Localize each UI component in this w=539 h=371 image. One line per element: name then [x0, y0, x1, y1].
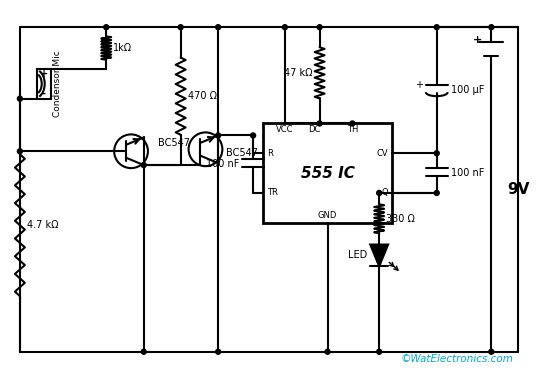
- Text: +: +: [473, 35, 482, 45]
- Circle shape: [317, 121, 322, 126]
- Circle shape: [178, 25, 183, 30]
- Text: R: R: [267, 149, 273, 158]
- Text: Q: Q: [382, 188, 388, 197]
- Text: VCC: VCC: [276, 125, 294, 134]
- Bar: [37, 69, 51, 99]
- Text: BC547: BC547: [226, 148, 258, 158]
- Text: 330 Ω: 330 Ω: [386, 214, 415, 224]
- Circle shape: [434, 190, 439, 196]
- Text: 9V: 9V: [507, 182, 530, 197]
- Circle shape: [317, 25, 322, 30]
- Circle shape: [251, 133, 255, 138]
- Text: Condensor Mic: Condensor Mic: [53, 50, 61, 117]
- Circle shape: [216, 133, 220, 138]
- Circle shape: [350, 121, 355, 126]
- Circle shape: [141, 162, 146, 168]
- Text: 100 nF: 100 nF: [206, 159, 239, 169]
- Circle shape: [141, 349, 146, 354]
- Text: 47 kΩ: 47 kΩ: [284, 68, 313, 78]
- Circle shape: [325, 349, 330, 354]
- Text: 555 IC: 555 IC: [301, 165, 355, 181]
- Text: +: +: [40, 69, 48, 79]
- Circle shape: [489, 349, 494, 354]
- Text: TH: TH: [347, 125, 358, 134]
- Circle shape: [489, 25, 494, 30]
- Text: LED: LED: [348, 250, 367, 260]
- Polygon shape: [370, 244, 388, 266]
- Text: 4.7 kΩ: 4.7 kΩ: [27, 220, 58, 230]
- Text: DC: DC: [308, 125, 321, 134]
- Circle shape: [282, 25, 287, 30]
- Text: 100 μF: 100 μF: [451, 85, 484, 95]
- Text: BC547: BC547: [158, 138, 190, 148]
- Circle shape: [17, 96, 22, 101]
- Text: 470 Ω: 470 Ω: [188, 91, 217, 101]
- Circle shape: [377, 190, 382, 196]
- Text: CV: CV: [376, 149, 388, 158]
- Text: GND: GND: [318, 211, 337, 220]
- Text: ©WatElectronics.com: ©WatElectronics.com: [400, 354, 513, 364]
- Text: +: +: [415, 80, 423, 90]
- Circle shape: [216, 349, 220, 354]
- Circle shape: [377, 349, 382, 354]
- Circle shape: [434, 151, 439, 156]
- Bar: [263, 124, 392, 223]
- Text: TR: TR: [267, 188, 278, 197]
- Circle shape: [103, 25, 109, 30]
- Text: 100 nF: 100 nF: [451, 168, 484, 178]
- Circle shape: [17, 149, 22, 154]
- Text: 1kΩ: 1kΩ: [113, 43, 132, 53]
- Text: -: -: [42, 89, 46, 99]
- Circle shape: [434, 25, 439, 30]
- Circle shape: [216, 25, 220, 30]
